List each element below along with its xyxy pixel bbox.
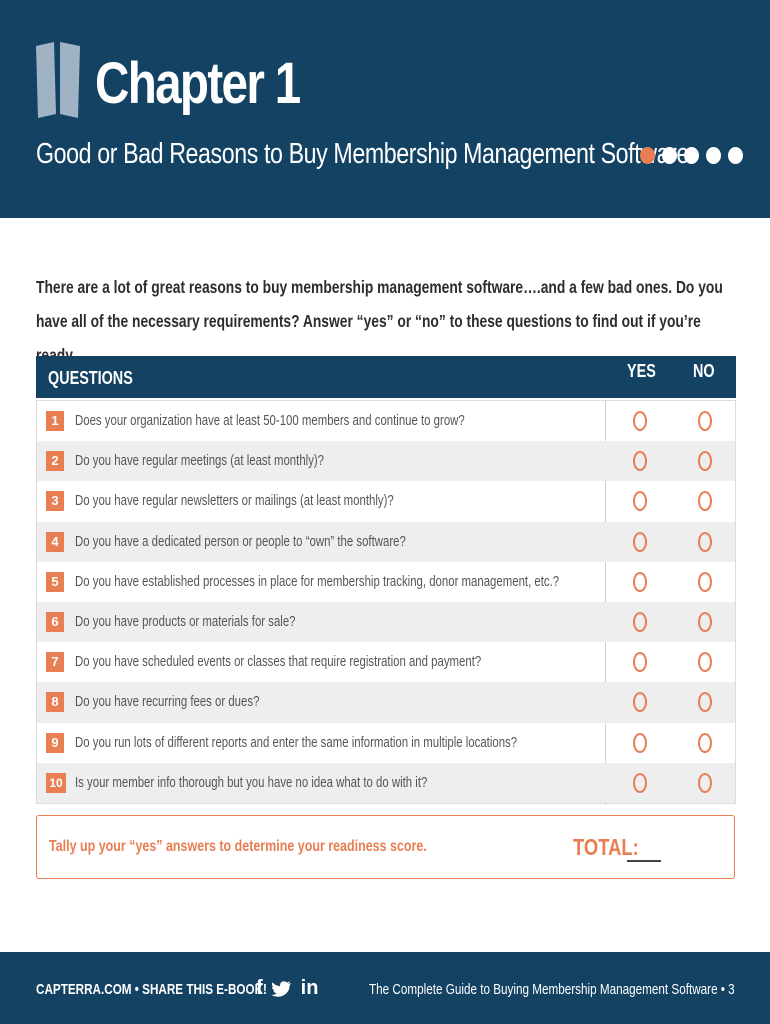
question-text: Do you have regular meetings (at least m… (75, 452, 325, 470)
progress-dots (640, 147, 743, 164)
questions-table: 1 Does your organization have at least 50… (36, 400, 736, 805)
linkedin-icon[interactable]: in (300, 977, 319, 999)
no-column-heading: NO (693, 361, 715, 381)
question-text: Do you have established processes in pla… (75, 572, 560, 590)
question-text: Do you have regular newsletters or maili… (75, 492, 394, 510)
no-radio[interactable] (698, 611, 712, 632)
no-radio[interactable] (698, 571, 712, 592)
facebook-icon[interactable]: f (256, 977, 263, 999)
question-row: 4 Do you have a dedicated person or peopl… (37, 521, 735, 562)
yes-radio[interactable] (633, 491, 647, 512)
question-row: 3 Do you have regular newsletters or mail… (37, 481, 735, 521)
no-radio[interactable] (698, 732, 712, 753)
yes-radio[interactable] (633, 772, 647, 793)
question-text: Do you run lots of different reports and… (75, 733, 518, 751)
question-number-badge: 3 (46, 491, 64, 512)
social-icons: f in (256, 977, 318, 1000)
progress-dot (728, 147, 743, 164)
tally-instruction: Tally up your “yes” answers to determine… (49, 838, 427, 855)
book-icon (36, 42, 80, 118)
question-row: 9 Do you run lots of different reports an… (37, 723, 735, 763)
questions-table-header: QUESTIONS YES NO (36, 356, 736, 398)
no-radio[interactable] (698, 411, 712, 431)
yes-radio[interactable] (633, 571, 647, 592)
tally-box: Tally up your “yes” answers to determine… (36, 815, 735, 879)
progress-dot (662, 147, 677, 164)
no-radio[interactable] (698, 451, 712, 472)
footer-book-title: The Complete Guide to Buying Membership … (369, 981, 735, 998)
no-radio[interactable] (698, 491, 712, 512)
yes-radio[interactable] (633, 411, 647, 431)
no-radio[interactable] (698, 692, 712, 713)
no-radio[interactable] (698, 531, 712, 552)
question-row: 10 Is your member info thorough but you h… (37, 762, 735, 803)
no-radio[interactable] (698, 652, 712, 673)
progress-dot (684, 147, 699, 164)
question-row: 5 Do you have established processes in pl… (37, 562, 735, 602)
yes-radio[interactable] (633, 531, 647, 552)
question-row: 2 Do you have regular meetings (at least … (37, 441, 735, 482)
question-number-badge: 5 (46, 571, 64, 592)
question-text: Do you have recurring fees or dues? (75, 693, 260, 711)
question-row: 7 Do you have scheduled events or classes… (37, 642, 735, 682)
progress-dot-active (640, 147, 655, 164)
question-number-badge: 9 (46, 732, 64, 753)
no-radio[interactable] (698, 772, 712, 793)
yes-radio[interactable] (633, 451, 647, 472)
twitter-icon[interactable] (271, 980, 292, 998)
question-number-badge: 10 (46, 772, 66, 793)
question-number-badge: 6 (46, 611, 64, 632)
yes-radio[interactable] (633, 652, 647, 673)
question-text: Do you have a dedicated person or people… (75, 532, 406, 550)
questions-heading: QUESTIONS (48, 368, 133, 388)
yes-column-heading: YES (627, 361, 656, 381)
chapter-header: Chapter 1 Good or Bad Reasons to Buy Mem… (0, 0, 770, 218)
yes-radio[interactable] (633, 732, 647, 753)
question-number-badge: 7 (46, 652, 64, 673)
total-label: TOTAL: (573, 834, 639, 860)
question-text: Does your organization have at least 50-… (75, 412, 465, 429)
chapter-subtitle: Good or Bad Reasons to Buy Membership Ma… (36, 138, 689, 170)
page-footer: CAPTERRA.COM • SHARE THIS E-BOOK! f in T… (0, 952, 770, 1024)
question-number-badge: 1 (46, 411, 64, 431)
yes-radio[interactable] (633, 692, 647, 713)
question-row: 8 Do you have recurring fees or dues? (37, 682, 735, 723)
total-blank-line (627, 860, 661, 862)
question-number-badge: 2 (46, 451, 64, 472)
question-text: Do you have scheduled events or classes … (75, 653, 482, 671)
question-text: Is your member info thorough but you hav… (75, 773, 428, 791)
question-text: Do you have products or materials for sa… (75, 612, 296, 630)
yes-radio[interactable] (633, 611, 647, 632)
question-number-badge: 4 (46, 531, 64, 552)
question-row: 6 Do you have products or materials for s… (37, 601, 735, 643)
question-number-badge: 8 (46, 692, 64, 713)
progress-dot (706, 147, 721, 164)
chapter-title: Chapter 1 (95, 51, 301, 116)
question-row: 1 Does your organization have at least 50… (37, 401, 735, 441)
footer-share-text: CAPTERRA.COM • SHARE THIS E-BOOK! (36, 981, 267, 998)
